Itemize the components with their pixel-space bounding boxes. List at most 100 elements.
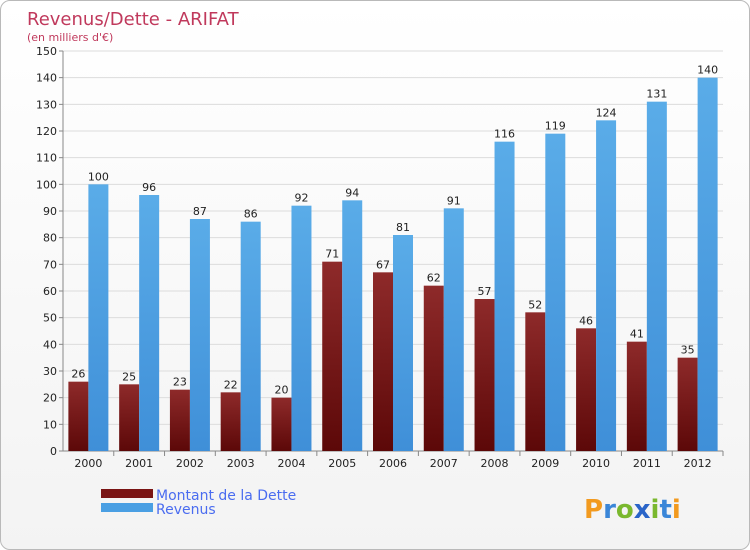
data-label: 124 <box>596 106 617 119</box>
debt-bar <box>169 389 190 451</box>
data-label: 91 <box>447 194 461 207</box>
y-tick-label: 50 <box>43 312 57 325</box>
y-tick-label: 110 <box>36 152 57 165</box>
y-tick-label: 150 <box>36 45 57 58</box>
y-tick-label: 20 <box>43 392 57 405</box>
chart-title: Revenus/Dette - ARIFAT <box>27 9 240 30</box>
x-tick-label: 2010 <box>582 457 610 470</box>
revenue-bar <box>291 205 312 451</box>
revenue-bar <box>88 184 109 452</box>
debt-bar <box>474 299 495 451</box>
y-tick-label: 0 <box>50 445 57 458</box>
revenue-bar <box>646 101 667 452</box>
logo-letter: x <box>634 495 651 525</box>
revenue-bar <box>443 208 464 451</box>
x-axis-ticks: 2000 2001 2002 2003 2004 2005 2006 2007 2008 2009… <box>74 451 724 470</box>
data-label: 81 <box>396 221 410 234</box>
data-label: 96 <box>142 181 156 194</box>
legend-label: Revenus <box>156 502 216 518</box>
data-label: 119 <box>545 120 566 133</box>
debt-bar <box>423 285 444 451</box>
revenue-bar <box>189 219 210 451</box>
logo-letter: t <box>659 495 671 525</box>
data-label: 23 <box>173 376 187 389</box>
debt-bar <box>271 397 292 451</box>
logo-letter: i <box>672 495 681 525</box>
data-label: 52 <box>528 298 542 311</box>
revenue-bar <box>393 235 413 451</box>
logo-letter: r <box>603 495 616 525</box>
debt-bar <box>525 312 546 451</box>
data-label: 116 <box>494 128 515 141</box>
x-tick-label: 2011 <box>633 457 661 470</box>
y-tick-label: 10 <box>43 418 57 431</box>
proxiti-logo: Proxiti <box>584 495 681 525</box>
data-label: 67 <box>376 258 390 271</box>
debt-bar <box>373 272 393 451</box>
data-label: 41 <box>630 328 644 341</box>
data-label: 62 <box>427 272 441 285</box>
data-label: 20 <box>274 384 288 397</box>
data-label: 22 <box>224 378 238 391</box>
data-label: 140 <box>697 64 718 77</box>
y-tick-label: 60 <box>43 285 57 298</box>
data-label: 46 <box>579 314 593 327</box>
x-tick-label: 2003 <box>227 457 255 470</box>
y-tick-label: 40 <box>43 338 57 351</box>
data-label: 131 <box>646 88 667 101</box>
logo-letter: i <box>651 495 660 525</box>
x-tick-label: 2012 <box>684 457 712 470</box>
revenue-bar <box>494 141 515 451</box>
y-tick-label: 130 <box>36 98 57 111</box>
x-tick-label: 2006 <box>379 457 407 470</box>
revenue-bar <box>139 195 160 451</box>
x-tick-label: 2007 <box>430 457 458 470</box>
y-tick-label: 120 <box>36 125 57 138</box>
x-tick-label: 2000 <box>74 457 102 470</box>
debt-bar <box>68 381 89 451</box>
y-tick-label: 90 <box>43 205 57 218</box>
x-tick-label: 2002 <box>176 457 204 470</box>
revenue-bar <box>596 120 617 451</box>
data-label: 94 <box>345 186 359 199</box>
y-axis-ticks: 0 10 20 30 40 50 60 70 80 90 100 110 120 130 140 150 <box>36 45 63 458</box>
data-label: 71 <box>325 248 339 261</box>
x-tick-label: 2008 <box>481 457 509 470</box>
data-label: 57 <box>478 285 492 298</box>
y-tick-label: 30 <box>43 365 57 378</box>
legend-swatch <box>101 503 153 512</box>
debt-bar <box>677 357 698 451</box>
data-label: 100 <box>88 170 109 183</box>
logo-letter: P <box>584 495 603 525</box>
x-tick-label: 2004 <box>277 457 305 470</box>
x-tick-label: 2001 <box>125 457 153 470</box>
data-label: 35 <box>681 344 695 357</box>
x-tick-label: 2009 <box>531 457 559 470</box>
data-labels: 26 100 25 96 23 87 22 86 20 92 71 94 67 81 62 91 57 116 52… <box>71 64 718 397</box>
x-tick-label: 2005 <box>328 457 356 470</box>
data-label: 87 <box>193 205 207 218</box>
legend-swatch <box>101 489 153 498</box>
debt-bar <box>322 261 343 451</box>
data-label: 86 <box>244 208 258 221</box>
y-tick-label: 100 <box>36 178 57 191</box>
revenue-bar <box>240 221 261 451</box>
logo-text: Proxiti <box>584 495 681 525</box>
y-tick-label: 140 <box>36 72 57 85</box>
debt-bar <box>576 328 597 451</box>
debt-bar <box>220 392 241 451</box>
legend-label: Montant de la Dette <box>156 488 296 504</box>
debt-bar <box>119 384 140 451</box>
data-label: 26 <box>71 368 85 381</box>
revenue-bar <box>342 200 363 451</box>
chart-subtitle: (en milliers d'€) <box>27 31 113 44</box>
revenue-bar <box>697 77 718 452</box>
data-label: 25 <box>122 370 136 383</box>
data-label: 92 <box>294 192 308 205</box>
revenue-bar <box>545 133 566 451</box>
debt-bar <box>626 341 647 451</box>
bars <box>68 77 718 452</box>
